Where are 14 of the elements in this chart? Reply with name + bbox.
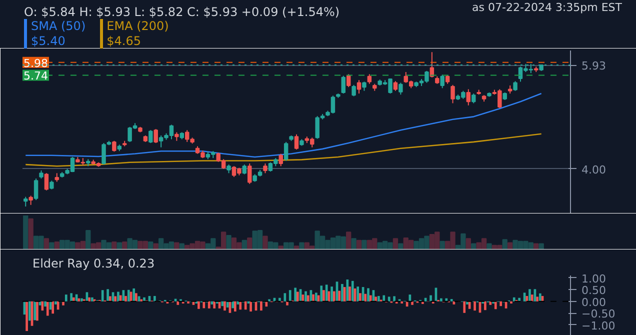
y-tick-label: 1.00 [582,272,606,286]
y-tick-label: −0.50 [582,308,616,321]
y-tick-label: 0.00 [582,296,606,309]
chart-title: Elder Ray 0.34, 0.23 [32,256,155,270]
y-tick-label: 4.00 [582,163,606,176]
text: SMA (50) $5.40 [24,19,86,49]
y-tick-label: 0.50 [582,284,606,298]
y-tick-label: −1.00 [582,319,616,332]
ref-line-label: 5.74 [24,70,48,83]
text: as 07-22-2024 3:35pm EST [472,0,622,16]
y-tick-label: 5.93 [582,60,606,73]
chart-title: O: $5.84 H: $5.93 L: $5.82 C: $5.93 +0.09 (+1.54%) [24,4,340,20]
text: EMA (200) $4.65 [100,19,169,49]
ref-line-label: 5.98 [24,56,48,70]
